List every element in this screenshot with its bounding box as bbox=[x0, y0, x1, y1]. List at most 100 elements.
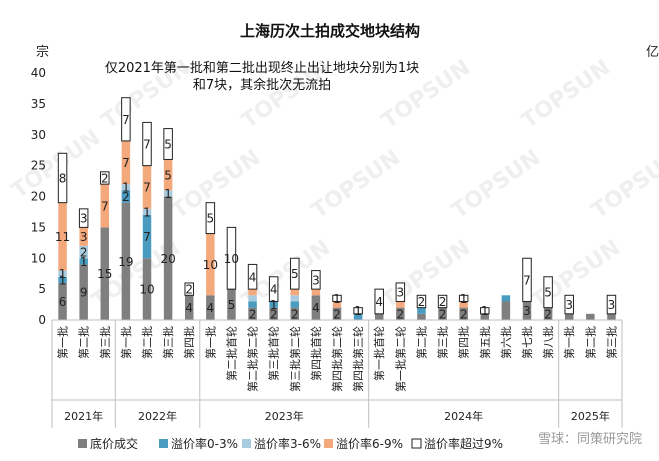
data-label: 4 bbox=[207, 301, 215, 315]
bar-segment bbox=[142, 208, 152, 216]
bar-segment bbox=[607, 313, 616, 320]
bar-segment bbox=[374, 313, 384, 320]
year-label: 2023年 bbox=[265, 409, 304, 423]
annotation-line-2: 和7块，其余批次无流拍 bbox=[193, 77, 331, 93]
bar-segment bbox=[311, 289, 321, 296]
bar-segment bbox=[79, 258, 88, 265]
data-label: 10 bbox=[224, 252, 239, 266]
bar-segment bbox=[564, 294, 574, 315]
y-ticks: 0 5 10 15 20 25 30 35 40 bbox=[31, 66, 46, 327]
bar-segment bbox=[58, 270, 67, 277]
data-label: 1 bbox=[80, 255, 88, 269]
bars bbox=[57, 97, 617, 320]
data-label: 1 bbox=[481, 304, 489, 318]
bar-segment bbox=[58, 276, 67, 283]
data-label: 10 bbox=[203, 258, 218, 272]
legend: 底价成交 溢价率0-3% 溢价率3-6% 溢价率6-9% 溢价率超过9% bbox=[78, 436, 503, 451]
bar-segment bbox=[79, 264, 88, 320]
bar-segment bbox=[332, 301, 342, 308]
bar-segment bbox=[438, 307, 447, 320]
bar-segment bbox=[332, 294, 342, 302]
bar-segment bbox=[206, 233, 215, 296]
data-label: 2 bbox=[439, 307, 447, 321]
bar-segment bbox=[311, 270, 321, 290]
bar-segment bbox=[290, 301, 300, 308]
data-label: 7 bbox=[101, 199, 109, 213]
bar-segment bbox=[142, 215, 152, 259]
bar-segment bbox=[374, 288, 384, 315]
bar-segment bbox=[290, 307, 300, 320]
bar-segment bbox=[100, 227, 110, 320]
data-label: 7 bbox=[122, 113, 130, 127]
data-label: 1 bbox=[143, 205, 151, 219]
bar-segment bbox=[121, 190, 131, 203]
bar-segment bbox=[58, 282, 67, 320]
bar-segment bbox=[458, 294, 469, 302]
data-label: 2 bbox=[80, 246, 88, 260]
year-label: 2022年 bbox=[138, 409, 177, 423]
bar-segment bbox=[184, 295, 194, 320]
bar-segment bbox=[206, 295, 215, 320]
bar-segment bbox=[163, 159, 173, 191]
y-tick-label: 5 bbox=[38, 282, 46, 296]
x-category-label: 第四批第二轮 bbox=[330, 326, 344, 392]
bar-segment bbox=[248, 307, 257, 320]
x-category-label: 第二批 bbox=[77, 326, 91, 359]
bar-segment bbox=[163, 196, 173, 320]
bar-segment bbox=[564, 313, 574, 320]
year-label: 2021年 bbox=[64, 409, 103, 423]
legend-label: 溢价率超过9% bbox=[424, 436, 503, 451]
y-tick-label: 15 bbox=[31, 220, 46, 234]
bar-segment bbox=[268, 276, 279, 302]
data-label: 3 bbox=[523, 304, 531, 318]
bar-segment bbox=[480, 313, 490, 320]
bar-segment bbox=[290, 295, 300, 302]
bar-segment bbox=[184, 282, 194, 296]
data-label: 3 bbox=[565, 298, 573, 312]
data-label: 1 bbox=[164, 187, 172, 201]
bar-segment bbox=[100, 171, 110, 185]
bar-segment bbox=[163, 128, 173, 160]
data-label: 2 bbox=[249, 307, 257, 321]
annotation-line-1: 仅2021年第一批和第二批出现终止出让地块分别为1块 bbox=[105, 60, 419, 76]
legend-swatch bbox=[78, 439, 87, 448]
bar-segment bbox=[311, 295, 321, 320]
y-tick-label: 35 bbox=[31, 97, 46, 111]
data-label: 4 bbox=[249, 270, 257, 284]
bar-segment bbox=[247, 263, 258, 290]
watermark-text: 雪球：同策研究院 bbox=[538, 431, 642, 447]
data-label: 19 bbox=[118, 255, 133, 269]
x-category-label: 第四批 bbox=[182, 326, 196, 359]
data-label: 2 bbox=[185, 283, 193, 297]
bar-segment bbox=[437, 294, 448, 309]
watermark-brand: TOPSUN bbox=[7, 125, 105, 204]
year-label: 2025年 bbox=[571, 409, 610, 423]
data-label: 2 bbox=[333, 307, 341, 321]
data-label: 4 bbox=[270, 283, 278, 297]
data-label: 4 bbox=[312, 301, 320, 315]
y-tick-label: 40 bbox=[31, 66, 46, 80]
watermark-footer: 雪球：同策研究院 bbox=[538, 431, 642, 447]
data-label: 5 bbox=[228, 298, 236, 312]
bar-segment bbox=[227, 289, 236, 320]
watermark-brand: TOPSUN bbox=[307, 145, 405, 224]
x-category-label: 第一批 bbox=[562, 326, 576, 359]
data-label: 5 bbox=[207, 212, 215, 226]
x-category-label: 第五批 bbox=[478, 326, 492, 359]
data-label: 8 bbox=[59, 171, 67, 185]
legend-label: 溢价率6-9% bbox=[336, 436, 403, 451]
bar-segment bbox=[480, 307, 490, 315]
x-category-label: 第七批 bbox=[520, 326, 534, 359]
data-label: 5 bbox=[164, 138, 172, 152]
data-label: 3 bbox=[312, 273, 320, 287]
x-category-label: 第六批 bbox=[499, 326, 513, 359]
data-label: 7 bbox=[122, 156, 130, 170]
data-label: 15 bbox=[97, 267, 112, 281]
watermark-brand: TOPSUN bbox=[587, 145, 659, 224]
data-label: 20 bbox=[160, 252, 175, 266]
x-category-label: 第四批首轮 bbox=[309, 326, 323, 381]
bar-segment bbox=[248, 301, 257, 308]
bar-segment bbox=[78, 208, 89, 228]
data-label: 2 bbox=[544, 307, 552, 321]
bar-segment bbox=[396, 307, 405, 320]
